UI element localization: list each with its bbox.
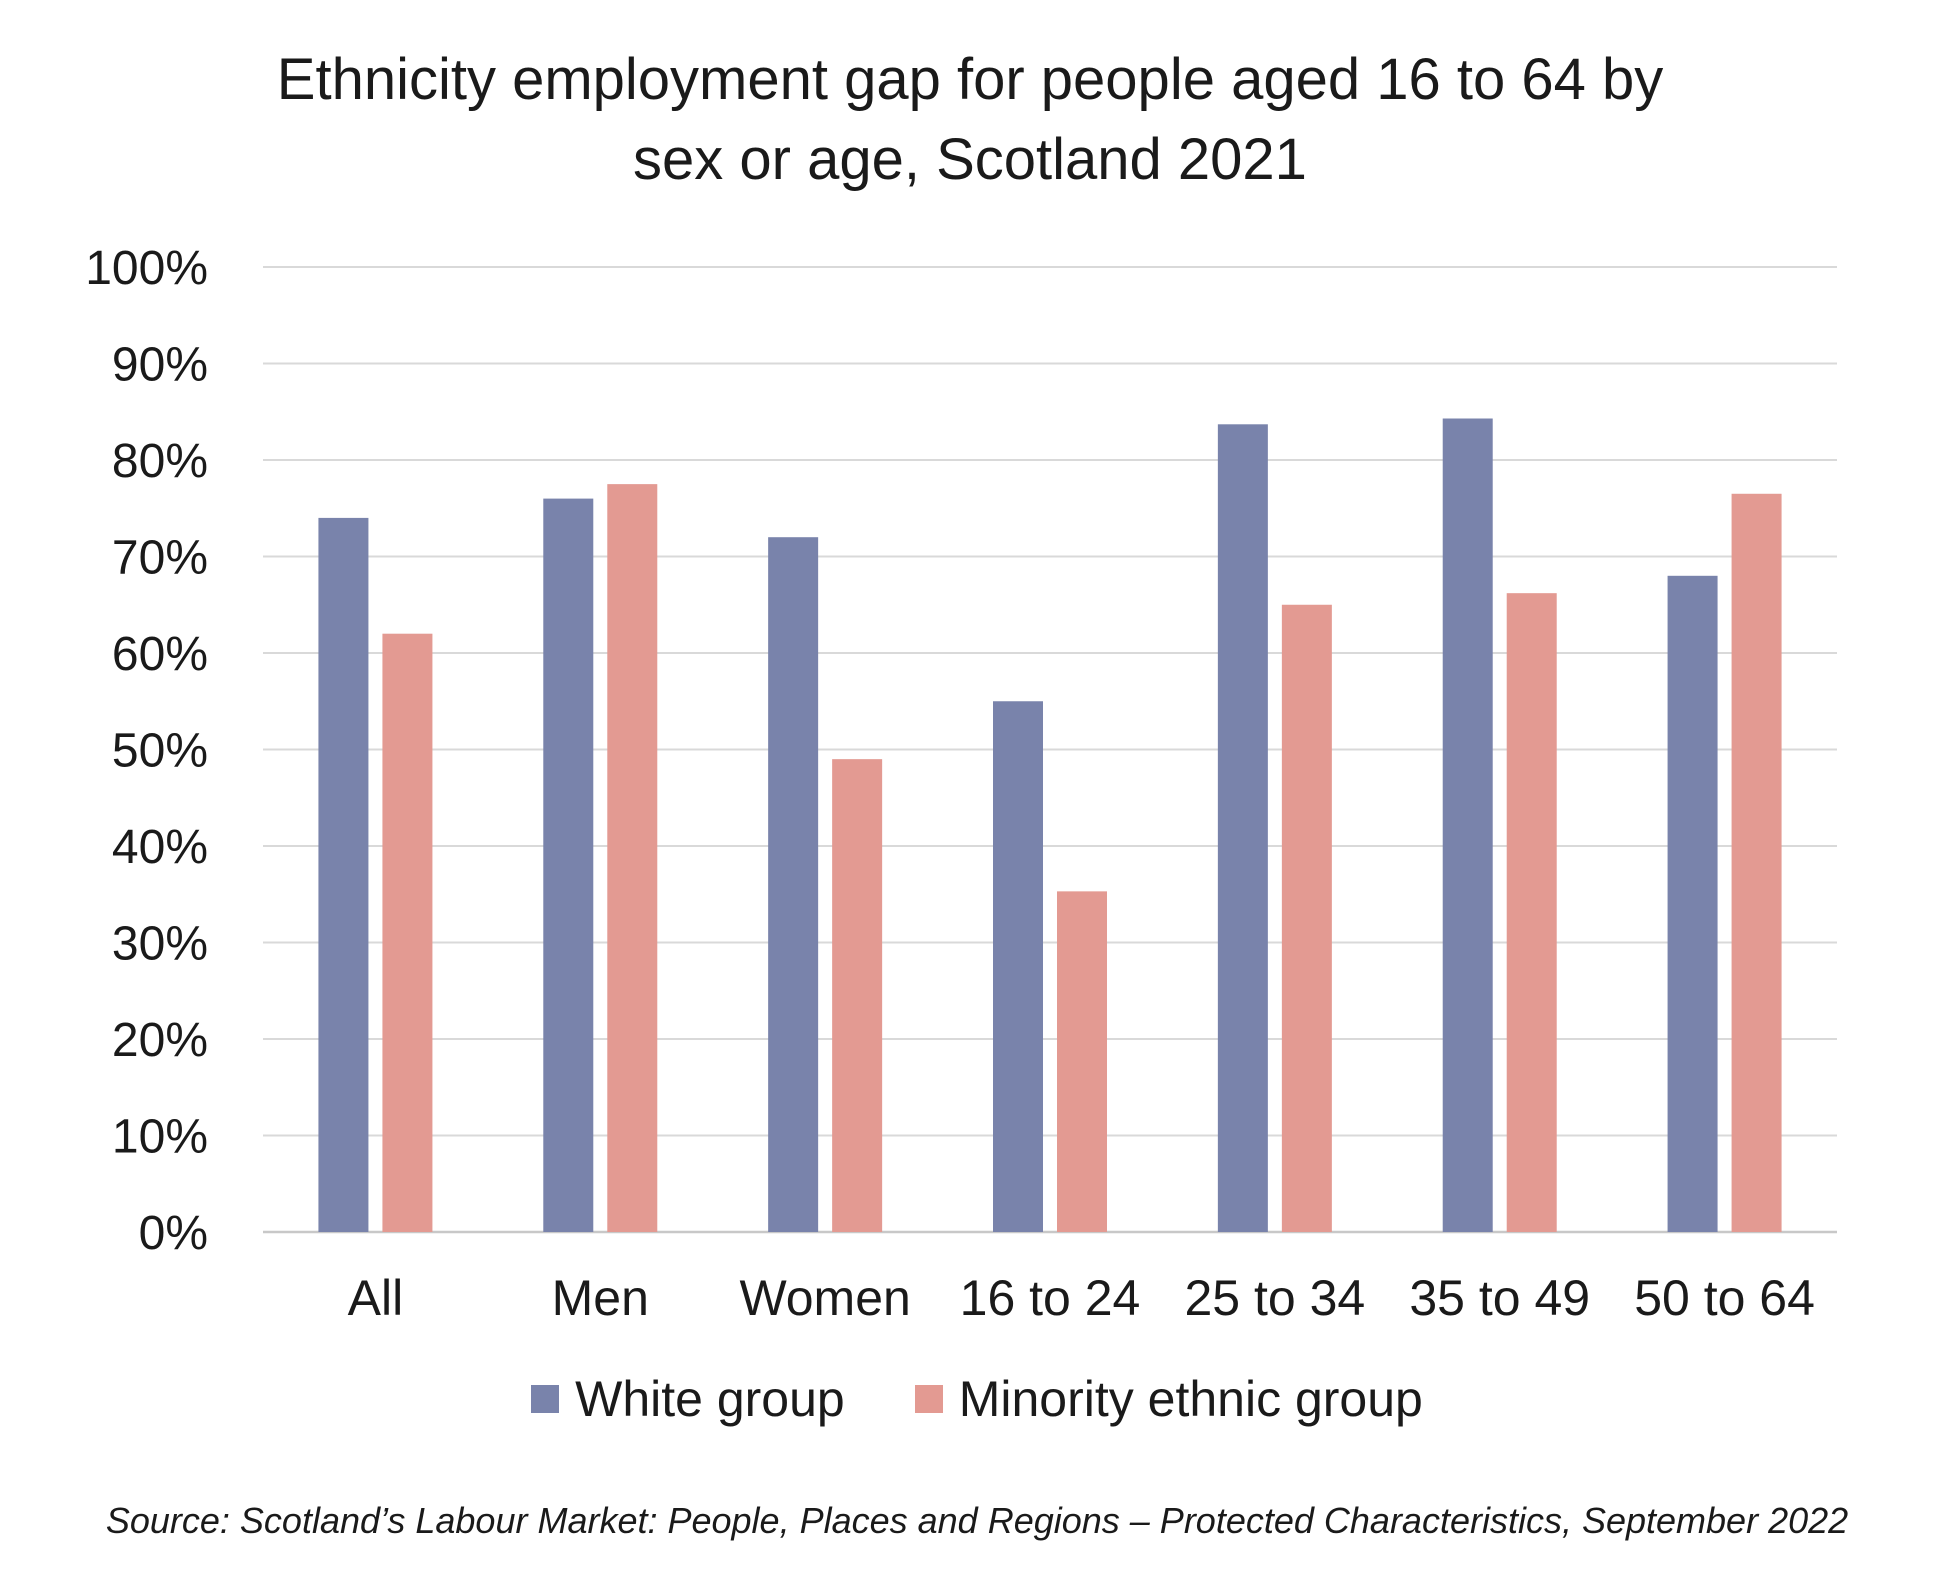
bar-minority-ethnic-group bbox=[1057, 891, 1107, 1232]
x-tick-label: 25 to 34 bbox=[1184, 1270, 1365, 1326]
x-axis-tick-labels: All Men Women 16 to 24 25 to 34 35 to 49 50 to… bbox=[348, 1270, 1815, 1326]
x-tick-label: 16 to 24 bbox=[960, 1270, 1141, 1326]
legend-item-minority-ethnic-group: Minority ethnic group bbox=[914, 1370, 1423, 1428]
y-tick-label: 70% bbox=[112, 532, 208, 585]
bar-white-group bbox=[318, 517, 369, 1232]
y-tick-label: 10% bbox=[112, 1111, 208, 1164]
bar-white-group bbox=[1217, 424, 1268, 1232]
legend-label-minority-ethnic-group: Minority ethnic group bbox=[958, 1371, 1423, 1427]
bar-white-group bbox=[1442, 418, 1493, 1232]
gridlines bbox=[263, 266, 1837, 1234]
bar-white-group bbox=[1667, 575, 1718, 1232]
bars bbox=[318, 418, 1782, 1233]
legend-swatch-white-group bbox=[531, 1385, 560, 1413]
bar-white-group bbox=[993, 701, 1043, 1232]
source-note: Source: Scotland’s Labour Market: People… bbox=[105, 1500, 1849, 1541]
legend-label-white-group: White group bbox=[575, 1371, 845, 1427]
x-tick-label: Women bbox=[739, 1270, 910, 1326]
x-tick-label: All bbox=[348, 1270, 404, 1326]
y-tick-label: 50% bbox=[112, 725, 208, 778]
y-tick-label: 90% bbox=[112, 339, 208, 392]
bar-minority-ethnic-group bbox=[832, 759, 883, 1232]
x-tick-label: 50 to 64 bbox=[1634, 1270, 1815, 1326]
y-tick-label: 30% bbox=[112, 918, 208, 971]
y-tick-label: 100% bbox=[85, 242, 208, 295]
legend-item-white-group: White group bbox=[531, 1370, 845, 1428]
y-tick-label: 40% bbox=[112, 821, 208, 874]
bar-minority-ethnic-group bbox=[1281, 604, 1332, 1232]
y-axis-tick-labels: 0% 10% 20% 30% 40% 50% 60% 70% 80% 90% 100% bbox=[85, 242, 208, 1260]
y-tick-label: 80% bbox=[112, 435, 208, 488]
bar-white-group bbox=[543, 498, 594, 1233]
y-tick-label: 0% bbox=[139, 1207, 208, 1260]
legend-swatch-minority-ethnic-group bbox=[914, 1385, 943, 1413]
y-tick-label: 60% bbox=[112, 628, 208, 681]
x-tick-label: 35 to 49 bbox=[1409, 1270, 1590, 1326]
bar-minority-ethnic-group bbox=[1506, 593, 1557, 1232]
legend: White group Minority ethnic group bbox=[0, 1370, 1954, 1428]
x-tick-label: Men bbox=[552, 1270, 649, 1326]
chart-title: Ethnicity employment gap for people aged… bbox=[276, 47, 1664, 192]
bar-minority-ethnic-group bbox=[1731, 493, 1782, 1232]
bar-minority-ethnic-group bbox=[382, 633, 433, 1232]
bar-minority-ethnic-group bbox=[607, 484, 658, 1232]
bar-white-group bbox=[768, 537, 819, 1232]
y-tick-label: 20% bbox=[112, 1014, 208, 1067]
